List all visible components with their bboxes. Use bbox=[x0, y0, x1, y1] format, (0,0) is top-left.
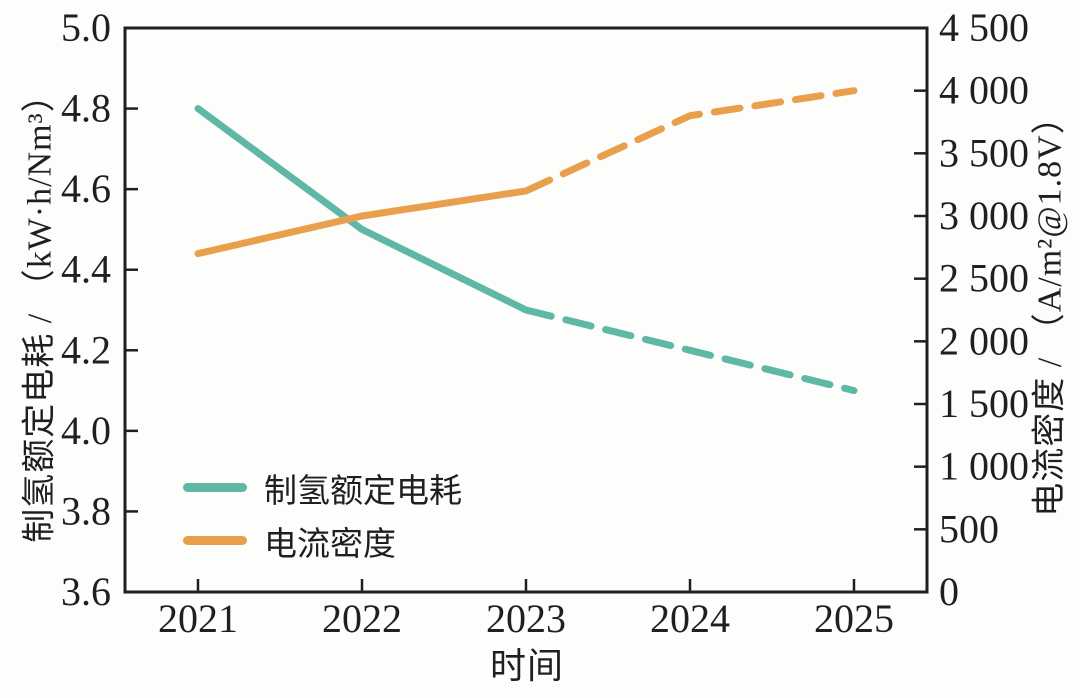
right-axis-tick-label: 1 000 bbox=[939, 444, 1029, 489]
legend-label-current-density: 电流密度 bbox=[264, 526, 396, 563]
series-line-dashed-0 bbox=[522, 306, 858, 395]
legend-item-current-density: 电流密度 bbox=[183, 520, 462, 563]
legend-label-power-consumption: 制氢额定电耗 bbox=[264, 473, 462, 510]
right-axis-tick-label: 500 bbox=[939, 506, 999, 551]
left-axis-title: 制氢额定电耗 / （kW·h/Nm³） bbox=[21, 77, 59, 543]
x-axis-tick-label: 2024 bbox=[650, 596, 730, 641]
right-axis-tick-label: 3 500 bbox=[939, 130, 1029, 175]
series-line-solid-1 bbox=[194, 187, 530, 258]
x-axis-tick-label: 2023 bbox=[486, 596, 566, 641]
series-line-solid-0 bbox=[194, 105, 530, 314]
legend: 制氢额定电耗 电流密度 bbox=[183, 467, 462, 573]
left-axis-tick-label: 3.6 bbox=[61, 569, 111, 614]
right-axis-tick-label: 1 500 bbox=[939, 381, 1029, 426]
right-axis-tick-label: 4 000 bbox=[939, 68, 1029, 113]
right-axis-title: 电流密度 / （A/m²@1.8V） bbox=[1031, 99, 1069, 517]
left-axis-tick-label: 5.0 bbox=[61, 5, 111, 50]
right-axis-tick-label: 2 500 bbox=[939, 256, 1029, 301]
left-axis-tick-label: 4.0 bbox=[61, 408, 111, 453]
left-axis-tick-label: 4.4 bbox=[61, 247, 111, 292]
right-axis-tick-label: 3 000 bbox=[939, 193, 1029, 238]
x-axis-tick-label: 2025 bbox=[814, 596, 894, 641]
x-axis-title: 时间 bbox=[489, 646, 565, 686]
orange-line-swatch bbox=[183, 536, 247, 545]
teal-line-swatch bbox=[183, 483, 247, 492]
left-axis-tick-label: 4.2 bbox=[61, 327, 111, 372]
left-axis-tick-label: 3.8 bbox=[61, 488, 111, 533]
right-axis-tick-label: 2 000 bbox=[939, 318, 1029, 363]
x-axis-tick-label: 2022 bbox=[322, 596, 402, 641]
right-axis-tick-label: 0 bbox=[939, 569, 959, 614]
x-axis-tick-label: 2021 bbox=[158, 596, 238, 641]
right-axis-tick-label: 4 500 bbox=[939, 5, 1029, 50]
left-axis-tick-label: 4.6 bbox=[61, 166, 111, 211]
series-line-dashed-1 bbox=[522, 87, 858, 195]
left-axis-tick-label: 4.8 bbox=[61, 86, 111, 131]
legend-item-power-consumption: 制氢额定电耗 bbox=[183, 467, 462, 510]
